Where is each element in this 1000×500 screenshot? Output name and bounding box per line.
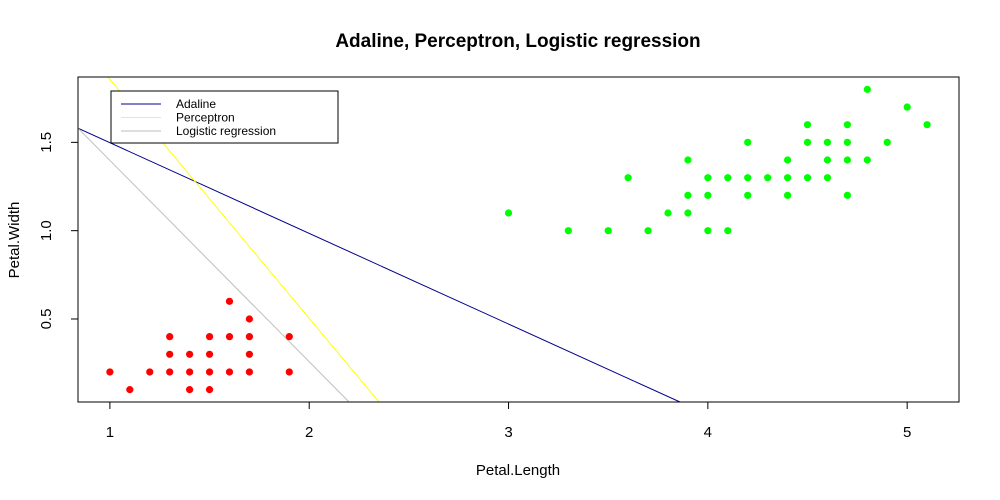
data-point — [166, 368, 174, 376]
data-point — [843, 121, 851, 129]
data-point — [803, 174, 812, 182]
y-axis: 0.5 1.0 1.5 — [38, 132, 79, 330]
data-point — [624, 174, 632, 182]
data-point — [225, 297, 234, 305]
data-point — [843, 156, 851, 164]
data-point — [106, 368, 114, 376]
data-point — [863, 85, 871, 93]
data-points — [106, 85, 931, 394]
logistic-regression-line — [78, 127, 350, 402]
legend-label: Perceptron — [176, 111, 235, 125]
chart-title: Adaline, Perceptron, Logistic regression — [335, 31, 700, 52]
data-point — [704, 174, 712, 182]
data-point — [704, 227, 712, 235]
data-point — [186, 350, 194, 358]
data-point — [644, 227, 652, 235]
data-point — [245, 368, 254, 376]
data-point — [205, 368, 214, 376]
data-point — [564, 227, 572, 235]
data-point — [823, 138, 832, 146]
data-point — [823, 174, 832, 182]
data-point — [245, 333, 254, 341]
data-point — [504, 209, 513, 217]
data-point — [783, 174, 792, 182]
data-point — [704, 191, 712, 199]
data-point — [783, 191, 792, 199]
data-point — [823, 156, 832, 164]
y-tick-label: 0.5 — [38, 309, 55, 330]
x-axis: 1 2 3 4 5 — [106, 401, 911, 441]
data-point — [146, 368, 154, 376]
data-point — [684, 191, 692, 199]
data-point — [724, 227, 732, 235]
legend-label: Adaline — [176, 97, 216, 111]
data-point — [126, 386, 134, 394]
legend-label: Logistic regression — [176, 124, 276, 138]
data-point — [903, 103, 911, 111]
y-tick-label: 1.0 — [38, 220, 55, 241]
data-point — [783, 156, 792, 164]
data-point — [205, 386, 214, 394]
data-point — [863, 156, 871, 164]
data-point — [285, 333, 293, 341]
x-axis-label: Petal.Length — [476, 462, 560, 479]
data-point — [843, 191, 851, 199]
data-point — [684, 156, 692, 164]
data-point — [285, 368, 293, 376]
data-point — [664, 209, 672, 217]
data-point — [803, 121, 812, 129]
x-tick-label: 4 — [704, 424, 712, 441]
data-point — [245, 350, 254, 358]
data-point — [883, 138, 891, 146]
x-tick-label: 5 — [903, 424, 911, 441]
y-tick-label: 1.5 — [38, 132, 55, 153]
x-tick-label: 2 — [305, 424, 313, 441]
data-point — [724, 174, 732, 182]
data-point — [744, 174, 752, 182]
x-tick-label: 3 — [504, 424, 512, 441]
data-point — [186, 368, 194, 376]
data-point — [803, 138, 812, 146]
data-point — [225, 333, 234, 341]
data-point — [245, 315, 254, 323]
data-point — [843, 138, 851, 146]
data-point — [764, 174, 772, 182]
data-point — [166, 350, 174, 358]
data-point — [205, 350, 214, 358]
data-point — [684, 209, 692, 217]
data-point — [744, 191, 752, 199]
adaline-line — [78, 127, 681, 402]
data-point — [186, 386, 194, 394]
x-tick-label: 1 — [106, 424, 114, 441]
data-point — [166, 333, 174, 341]
data-point — [205, 333, 214, 341]
data-point — [923, 121, 931, 129]
data-point — [744, 138, 752, 146]
data-point — [604, 227, 612, 235]
y-axis-label: Petal.Width — [6, 202, 23, 279]
data-point — [225, 368, 234, 376]
